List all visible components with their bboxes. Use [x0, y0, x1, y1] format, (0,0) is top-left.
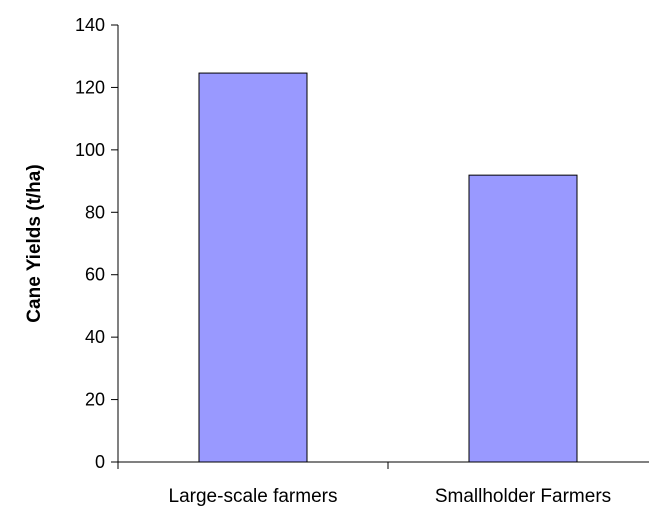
- y-tick-label: 40: [85, 327, 105, 347]
- y-tick-label: 120: [75, 77, 105, 97]
- bar-smallholder-farmers: [468, 174, 578, 463]
- x-axis-ticks: [117, 462, 389, 469]
- y-tick-label: 0: [95, 452, 105, 472]
- bars: [198, 72, 578, 463]
- y-tick-label: 140: [75, 15, 105, 35]
- x-category-label: Smallholder Farmers: [435, 486, 611, 507]
- y-tick-label: 80: [85, 202, 105, 222]
- y-tick-label: 100: [75, 140, 105, 160]
- x-category-label: Large-scale farmers: [169, 486, 338, 507]
- y-axis-title: Cane Yields (t/ha): [24, 164, 45, 322]
- category-labels: Large-scale farmers Smallholder Farmers: [169, 486, 612, 507]
- bar-large-scale-farmers: [198, 72, 308, 463]
- y-tick-label: 20: [85, 390, 105, 410]
- y-tick-label: 60: [85, 265, 105, 285]
- y-axis-ticks: 0 20 40 60 80 100 120 140: [75, 15, 118, 472]
